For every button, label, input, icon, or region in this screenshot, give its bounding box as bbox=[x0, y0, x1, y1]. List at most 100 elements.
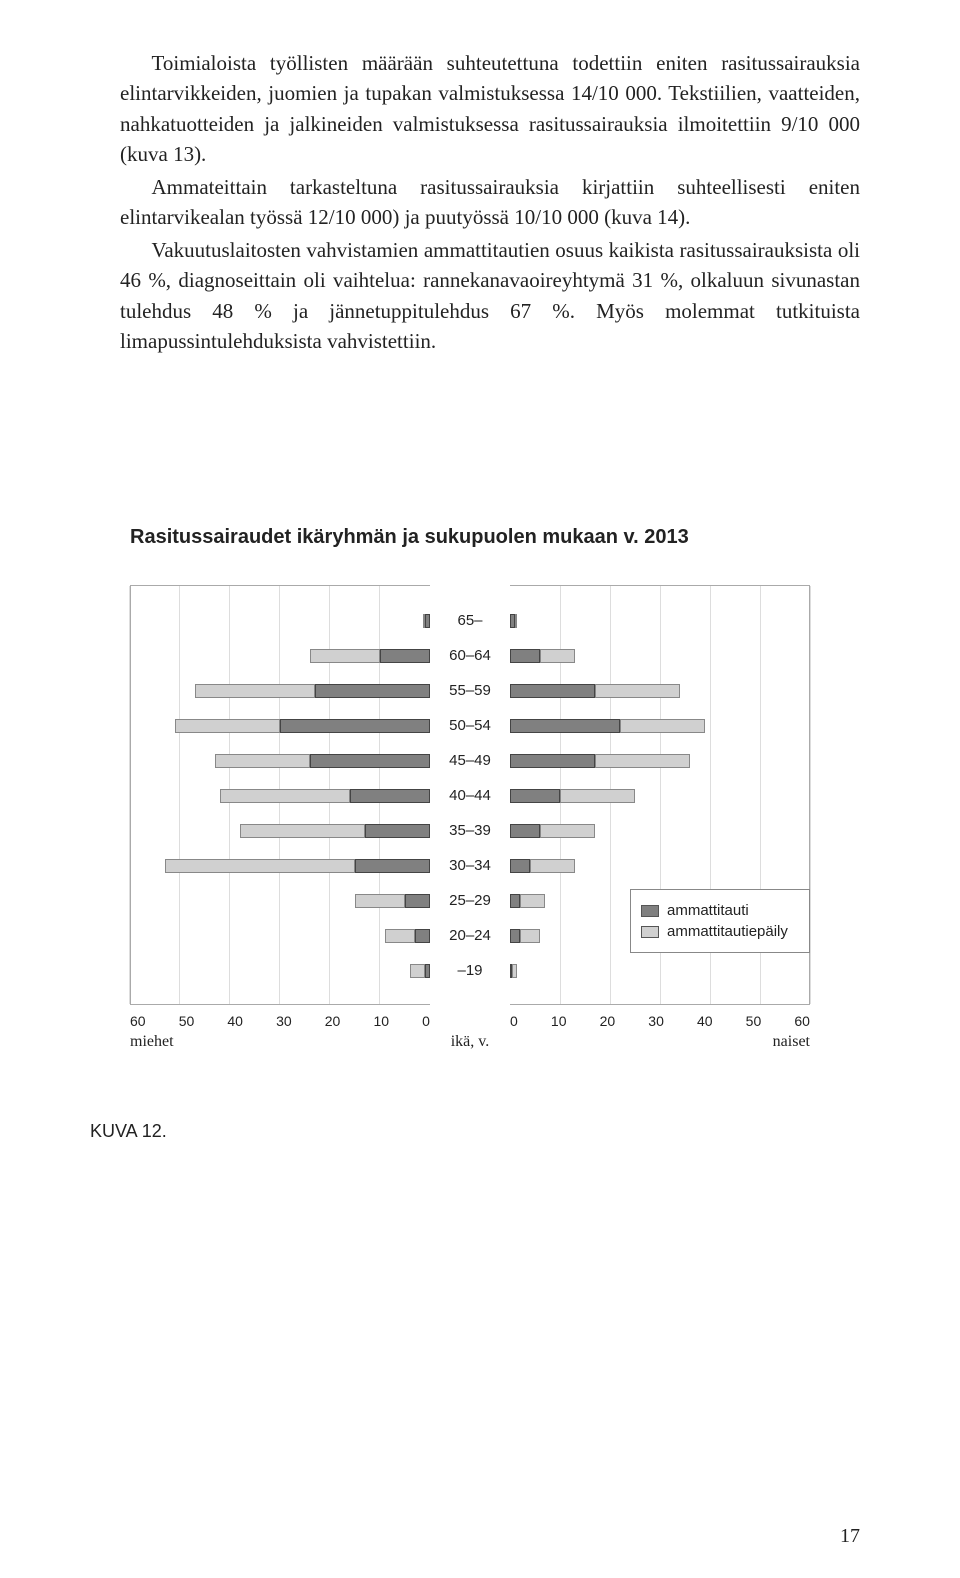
paragraph-2: Ammateittain tarkasteltuna rasitussairau… bbox=[120, 172, 860, 233]
chart-legend: ammattitauti ammattitautiepäily bbox=[630, 889, 810, 953]
bar-seg-at bbox=[510, 649, 540, 663]
bar-seg-ep bbox=[195, 684, 315, 698]
axis-men: 60 50 40 30 20 10 0 bbox=[130, 1013, 430, 1029]
panel-men: 60 50 40 30 20 10 0 bbox=[130, 585, 430, 1029]
bar-row-men bbox=[131, 709, 430, 744]
axis-tick: 30 bbox=[648, 1013, 664, 1029]
age-label: 60–64 bbox=[430, 638, 510, 673]
bar-seg-ep bbox=[175, 719, 280, 733]
bar-row-men bbox=[131, 919, 430, 954]
axis-tick: 0 bbox=[422, 1013, 430, 1029]
legend-row-ep: ammattitautiepäily bbox=[641, 923, 799, 940]
bar-seg-at bbox=[510, 684, 595, 698]
age-label: –19 bbox=[430, 953, 510, 988]
axis-tick: 60 bbox=[130, 1013, 146, 1029]
bar-row-women bbox=[510, 744, 809, 779]
bar-seg-at bbox=[510, 719, 620, 733]
paragraph-2-text: Ammateittain tarkasteltuna rasitussairau… bbox=[120, 175, 860, 229]
age-label: 65– bbox=[430, 603, 510, 638]
bar-row-men bbox=[131, 639, 430, 674]
bar-seg-ep bbox=[310, 649, 380, 663]
axis-tick: 50 bbox=[179, 1013, 195, 1029]
chart-area: 60 50 40 30 20 10 0 65–60–6455–5950–5445–4940–… bbox=[130, 585, 850, 1029]
bar-seg-ep bbox=[560, 789, 635, 803]
bar-seg-at bbox=[380, 649, 430, 663]
bar-seg-ep bbox=[520, 929, 540, 943]
bar-seg-at bbox=[355, 859, 430, 873]
age-label: 45–49 bbox=[430, 743, 510, 778]
gridline bbox=[810, 586, 811, 1004]
bar-seg-ep bbox=[620, 719, 705, 733]
bar-seg-ep bbox=[410, 964, 425, 978]
bar-seg-ep bbox=[385, 929, 415, 943]
bar-row-men bbox=[131, 674, 430, 709]
bar-seg-at bbox=[350, 789, 430, 803]
paragraph-3-text: Vakuutuslaitosten vahvistamien ammattita… bbox=[120, 238, 860, 353]
bar-seg-ep bbox=[220, 789, 350, 803]
page-number: 17 bbox=[840, 1525, 860, 1548]
bar-row-women bbox=[510, 779, 809, 814]
axis-women: 0102030405060 bbox=[510, 1013, 810, 1029]
bar-seg-at bbox=[365, 824, 430, 838]
bar-row-women bbox=[510, 604, 809, 639]
bar-seg-ep bbox=[540, 824, 595, 838]
paragraph-1: Toimialoista työllisten määrään suhteute… bbox=[120, 48, 860, 170]
x-label-center: ikä, v. bbox=[430, 1033, 510, 1051]
bar-row-women bbox=[510, 674, 809, 709]
bar-seg-at bbox=[510, 859, 530, 873]
bar-seg-ep bbox=[595, 684, 680, 698]
page: Toimialoista työllisten määrään suhteute… bbox=[0, 0, 960, 1578]
bar-seg-at bbox=[310, 754, 430, 768]
bar-row-women bbox=[510, 814, 809, 849]
bar-seg-at bbox=[510, 894, 520, 908]
axis-tick: 40 bbox=[697, 1013, 713, 1029]
age-label: 25–29 bbox=[430, 883, 510, 918]
bar-row-men bbox=[131, 814, 430, 849]
gridline bbox=[129, 586, 130, 1004]
bar-seg-at bbox=[315, 684, 430, 698]
bar-row-men bbox=[131, 884, 430, 919]
axis-tick: 30 bbox=[276, 1013, 292, 1029]
bar-seg-ep bbox=[512, 964, 517, 978]
bar-seg-ep bbox=[520, 894, 545, 908]
bar-seg-ep bbox=[215, 754, 310, 768]
bar-row-men bbox=[131, 779, 430, 814]
axis-tick: 20 bbox=[325, 1013, 341, 1029]
bar-seg-at bbox=[510, 824, 540, 838]
axis-tick: 20 bbox=[600, 1013, 616, 1029]
panel-age-labels: 65–60–6455–5950–5445–4940–4435–3930–3425… bbox=[430, 585, 510, 1029]
x-axis-labels: miehet ikä, v. naiset bbox=[130, 1033, 850, 1051]
axis-tick: 10 bbox=[551, 1013, 567, 1029]
legend-row-at: ammattitauti bbox=[641, 902, 799, 919]
bar-seg-ep bbox=[530, 859, 575, 873]
bar-seg-ep bbox=[540, 649, 575, 663]
age-labels: 65–60–6455–5950–5445–4940–4435–3930–3425… bbox=[430, 585, 510, 1005]
panel-women: 0102030405060 ammattitauti ammattitautie… bbox=[510, 585, 810, 1029]
legend-label-at: ammattitauti bbox=[667, 902, 749, 919]
bar-row-women bbox=[510, 709, 809, 744]
bar-seg-at bbox=[510, 754, 595, 768]
bars-men bbox=[130, 585, 430, 1005]
axis-tick: 60 bbox=[794, 1013, 810, 1029]
bar-seg-ep bbox=[165, 859, 355, 873]
axis-tick: 40 bbox=[227, 1013, 243, 1029]
paragraph-1-text: Toimialoista työllisten määrään suhteute… bbox=[120, 51, 860, 166]
bar-seg-ep bbox=[595, 754, 690, 768]
legend-swatch-ep bbox=[641, 926, 659, 938]
age-label: 35–39 bbox=[430, 813, 510, 848]
axis-tick: 10 bbox=[373, 1013, 389, 1029]
age-label: 50–54 bbox=[430, 708, 510, 743]
chart-block: Rasitussairaudet ikäryhmän ja sukupuolen… bbox=[130, 526, 850, 1051]
figure-caption: KUVA 12. bbox=[90, 1121, 860, 1142]
legend-swatch-at bbox=[641, 905, 659, 917]
x-label-women: naiset bbox=[510, 1033, 810, 1051]
bar-row-women bbox=[510, 954, 809, 989]
bar-seg-ep bbox=[355, 894, 405, 908]
axis-tick: 0 bbox=[510, 1013, 518, 1029]
bar-seg-at bbox=[510, 929, 520, 943]
bar-seg-ep bbox=[515, 614, 517, 628]
bar-seg-at bbox=[405, 894, 430, 908]
bar-row-men bbox=[131, 954, 430, 989]
bar-seg-at bbox=[510, 789, 560, 803]
bar-seg-at bbox=[280, 719, 430, 733]
